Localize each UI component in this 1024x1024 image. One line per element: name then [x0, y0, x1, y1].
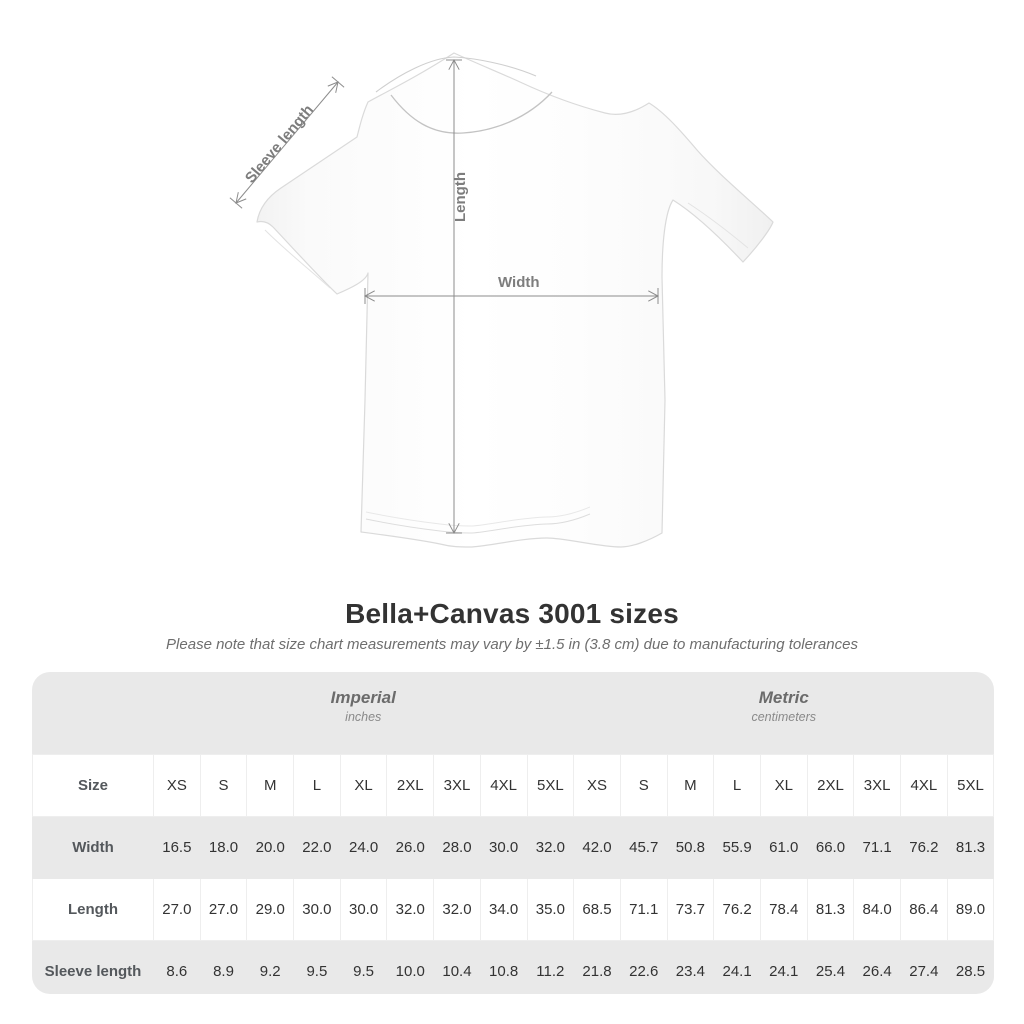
svg-text:Length: Length [452, 172, 469, 222]
svg-text:Width: Width [498, 274, 540, 291]
